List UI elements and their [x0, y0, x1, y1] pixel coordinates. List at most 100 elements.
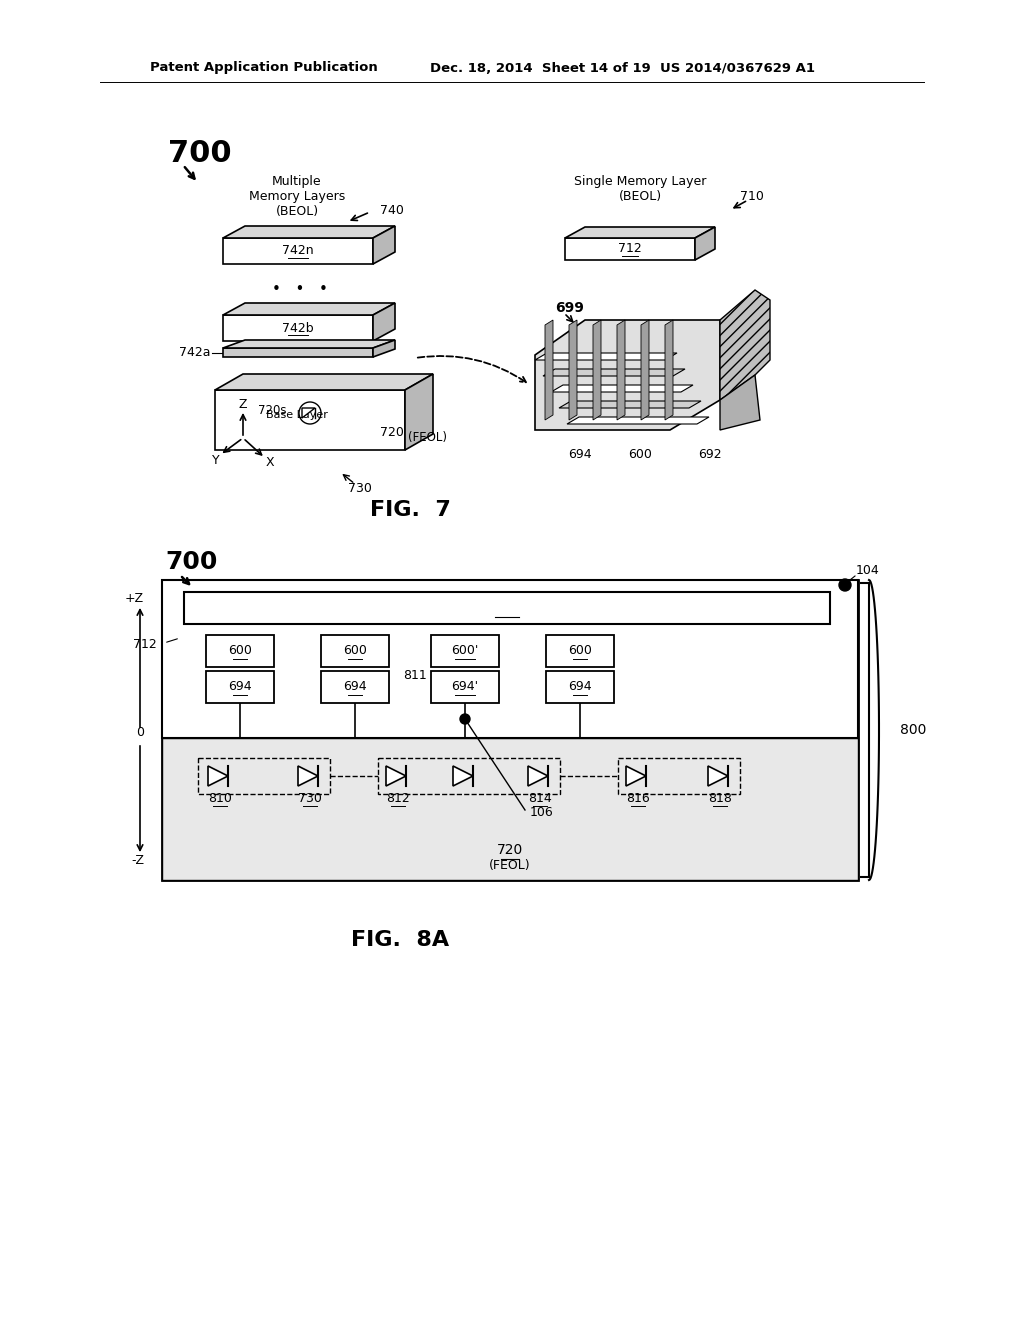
Polygon shape [565, 227, 715, 238]
Polygon shape [665, 319, 673, 420]
Bar [206, 635, 274, 667]
Text: 600: 600 [228, 644, 252, 657]
Text: (FEOL): (FEOL) [489, 858, 530, 871]
Text: FIG.  8A: FIG. 8A [351, 931, 450, 950]
Text: 700: 700 [168, 139, 231, 168]
Polygon shape [453, 766, 473, 785]
Text: +Z: +Z [125, 591, 144, 605]
Text: 0: 0 [136, 726, 144, 739]
Bar [546, 635, 614, 667]
Polygon shape [626, 766, 646, 785]
Text: 742n: 742n [283, 244, 313, 257]
Polygon shape [373, 226, 395, 264]
Text: 694: 694 [343, 681, 367, 693]
Polygon shape [565, 238, 695, 260]
Text: 692: 692 [698, 449, 722, 462]
Polygon shape [223, 341, 395, 348]
Polygon shape [528, 766, 548, 785]
Polygon shape [373, 304, 395, 341]
Polygon shape [406, 374, 433, 450]
Bar [321, 671, 389, 704]
Text: 699: 699 [555, 301, 584, 315]
Polygon shape [386, 766, 406, 785]
Text: 700: 700 [165, 550, 217, 574]
Bar [184, 591, 830, 624]
Polygon shape [695, 227, 715, 260]
Text: 710: 710 [740, 190, 764, 202]
Text: 740: 740 [380, 205, 403, 218]
Text: 811: 811 [403, 669, 427, 682]
Polygon shape [559, 401, 701, 408]
Circle shape [460, 714, 470, 723]
Text: 692': 692' [492, 601, 522, 615]
Bar [162, 579, 858, 880]
Polygon shape [641, 319, 649, 420]
Text: 600': 600' [452, 644, 478, 657]
Text: Dec. 18, 2014  Sheet 14 of 19: Dec. 18, 2014 Sheet 14 of 19 [430, 62, 650, 74]
Text: 104: 104 [856, 564, 880, 577]
Polygon shape [215, 389, 406, 450]
Polygon shape [545, 319, 553, 420]
Text: Multiple
Memory Layers
(BEOL): Multiple Memory Layers (BEOL) [249, 176, 345, 218]
Polygon shape [223, 238, 373, 264]
Text: 720s: 720s [258, 404, 287, 417]
Text: 720: 720 [380, 425, 403, 438]
Polygon shape [208, 766, 228, 785]
Bar [162, 579, 858, 738]
Polygon shape [535, 319, 720, 430]
Text: Z: Z [239, 399, 247, 412]
Text: 816: 816 [626, 792, 650, 804]
Polygon shape [569, 319, 577, 420]
Polygon shape [302, 408, 315, 418]
Polygon shape [223, 226, 395, 238]
Text: 742a: 742a [178, 346, 210, 359]
Text: US 2014/0367629 A1: US 2014/0367629 A1 [660, 62, 815, 74]
Polygon shape [593, 319, 601, 420]
Text: 694: 694 [568, 681, 592, 693]
Text: 694: 694 [568, 449, 592, 462]
Text: 712: 712 [618, 243, 642, 256]
Bar [321, 635, 389, 667]
Text: 730: 730 [298, 792, 322, 804]
Text: Single Memory Layer
(BEOL): Single Memory Layer (BEOL) [573, 176, 707, 203]
Bar [431, 635, 499, 667]
Bar [162, 579, 858, 738]
Text: 694': 694' [452, 681, 478, 693]
Text: •   •   •: • • • [272, 282, 328, 297]
Text: 600: 600 [628, 449, 652, 462]
Circle shape [839, 579, 851, 591]
Polygon shape [617, 319, 625, 420]
Polygon shape [708, 766, 728, 785]
Text: Base Layer: Base Layer [266, 411, 328, 420]
Text: -Z: -Z [131, 854, 144, 866]
Text: 712: 712 [133, 639, 157, 652]
Bar [546, 671, 614, 704]
Bar [198, 758, 330, 795]
Bar [162, 738, 858, 880]
Text: Patent Application Publication: Patent Application Publication [150, 62, 378, 74]
Bar [378, 758, 560, 795]
Text: 742b: 742b [283, 322, 313, 334]
Text: Y: Y [212, 454, 220, 466]
Text: 600: 600 [343, 644, 367, 657]
Text: 730: 730 [348, 482, 372, 495]
Text: 106: 106 [530, 805, 554, 818]
Text: 810: 810 [208, 792, 232, 804]
Polygon shape [551, 385, 693, 392]
Polygon shape [223, 304, 395, 315]
Bar [431, 671, 499, 704]
Text: 800: 800 [900, 723, 927, 737]
Polygon shape [223, 348, 373, 356]
Bar [206, 671, 274, 704]
Polygon shape [223, 315, 373, 341]
Polygon shape [298, 766, 318, 785]
Bar [618, 758, 740, 795]
Text: FIG.  7: FIG. 7 [370, 500, 451, 520]
Polygon shape [215, 374, 433, 389]
Polygon shape [543, 370, 685, 376]
Polygon shape [720, 375, 760, 430]
Polygon shape [720, 290, 770, 400]
Text: 814: 814 [528, 792, 552, 804]
Text: 600: 600 [568, 644, 592, 657]
Text: 818: 818 [708, 792, 732, 804]
